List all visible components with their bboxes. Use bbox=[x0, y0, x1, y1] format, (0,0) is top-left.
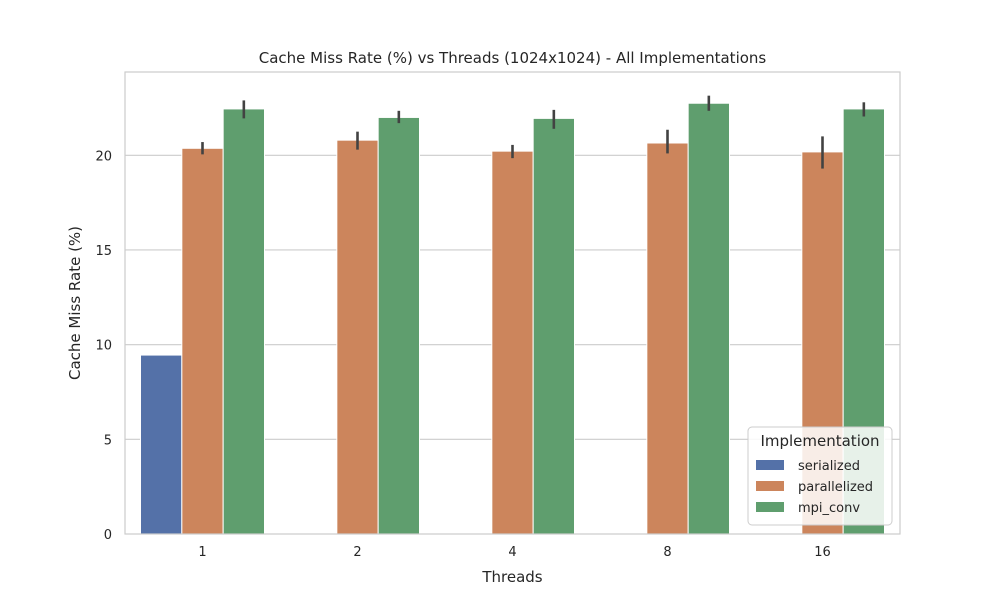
legend-swatch-serialized bbox=[756, 460, 784, 470]
bars bbox=[140, 102, 886, 535]
legend: Implementation serialized parallelized mpi… bbox=[747, 426, 893, 526]
x-tick-label: 1 bbox=[198, 545, 206, 560]
plot-frame bbox=[124, 71, 901, 535]
legend-box bbox=[747, 426, 893, 526]
bar-mpi_conv-1 bbox=[222, 108, 266, 535]
bar-mpi_conv-8 bbox=[687, 102, 731, 535]
chart-title: Cache Miss Rate (%) vs Threads (1024x102… bbox=[259, 49, 767, 67]
bar-serialized-1 bbox=[140, 354, 183, 535]
legend-label-serialized: serialized bbox=[798, 459, 860, 474]
y-tick-label: 20 bbox=[95, 149, 112, 164]
x-tick-label: 2 bbox=[353, 545, 361, 560]
x-tick-label: 8 bbox=[663, 545, 671, 560]
bar-parallelized-1 bbox=[181, 147, 224, 535]
bar-mpi_conv-4 bbox=[532, 117, 576, 535]
legend-items: serialized parallelized mpi_conv bbox=[756, 459, 873, 516]
x-tick-labels: 1 2 4 8 16 bbox=[198, 545, 830, 560]
y-tick-label: 10 bbox=[95, 339, 112, 354]
legend-swatch-parallelized bbox=[756, 481, 784, 491]
legend-label-mpi_conv: mpi_conv bbox=[798, 501, 860, 516]
bar-parallelized-2 bbox=[336, 139, 379, 535]
x-tick-label: 4 bbox=[508, 545, 516, 560]
y-tick-label: 5 bbox=[104, 433, 112, 448]
y-tick-labels: 0 5 10 15 20 bbox=[95, 149, 112, 543]
legend-label-parallelized: parallelized bbox=[798, 480, 873, 495]
y-axis-label: Cache Miss Rate (%) bbox=[66, 226, 84, 380]
y-tick-label: 0 bbox=[104, 528, 112, 543]
bar-mpi_conv-2 bbox=[377, 116, 420, 535]
bar-parallelized-4 bbox=[491, 150, 534, 535]
error-bars bbox=[201, 95, 866, 169]
bar-parallelized-8 bbox=[646, 142, 689, 535]
y-tick-label: 15 bbox=[95, 244, 112, 259]
legend-swatch-mpi_conv bbox=[756, 502, 784, 512]
x-axis-label: Threads bbox=[481, 568, 542, 586]
x-tick-label: 16 bbox=[814, 545, 831, 560]
legend-title: Implementation bbox=[760, 432, 879, 450]
